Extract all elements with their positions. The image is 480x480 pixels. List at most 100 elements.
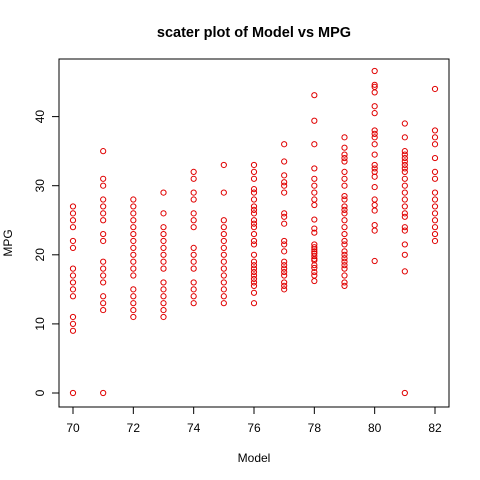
- data-point: [160, 279, 167, 286]
- data-point: [190, 279, 197, 286]
- data-point: [311, 268, 318, 276]
- data-point: [371, 168, 378, 175]
- data-point: [160, 258, 167, 265]
- data-point: [281, 158, 288, 165]
- data-point: [401, 158, 408, 165]
- data-point: [250, 189, 258, 196]
- data-point: [160, 306, 167, 314]
- data-point: [311, 216, 318, 223]
- data-point: [371, 196, 378, 203]
- data-point: [130, 306, 137, 314]
- data-point: [341, 251, 348, 258]
- data-point: [431, 141, 439, 148]
- x-tick-label: 82: [428, 421, 442, 435]
- data-point: [100, 230, 107, 238]
- data-point: [69, 244, 77, 251]
- data-point: [190, 196, 197, 203]
- data-point: [100, 272, 107, 279]
- data-point: [100, 148, 107, 155]
- data-point: [220, 265, 227, 272]
- data-point: [220, 217, 227, 224]
- data-point: [250, 275, 258, 283]
- data-point: [311, 189, 318, 196]
- data-point: [341, 241, 348, 248]
- data-point: [250, 258, 258, 265]
- data-point: [311, 165, 318, 172]
- data-point: [190, 300, 197, 307]
- data-point: [431, 134, 439, 141]
- data-point: [401, 182, 408, 189]
- data-point: [401, 203, 408, 210]
- data-point: [160, 286, 167, 293]
- data-point: [100, 293, 107, 300]
- data-point: [431, 127, 439, 134]
- data-point: [69, 272, 77, 279]
- data-point: [401, 213, 408, 220]
- data-point: [311, 201, 318, 209]
- data-point: [341, 282, 348, 289]
- data-point: [371, 207, 378, 214]
- x-tick-label: 74: [187, 421, 201, 435]
- data-point: [431, 237, 439, 245]
- data-point: [130, 244, 137, 251]
- data-point: [69, 217, 77, 224]
- data-point: [431, 203, 439, 210]
- data-point: [69, 293, 77, 300]
- data-point: [401, 151, 408, 158]
- data-point: [281, 265, 288, 272]
- data-point: [341, 272, 348, 279]
- data-point: [130, 258, 137, 265]
- data-point: [281, 220, 288, 227]
- data-point: [220, 293, 227, 300]
- data-point: [100, 237, 107, 245]
- data-point: [341, 196, 348, 203]
- data-point: [371, 161, 378, 169]
- data-point: [371, 257, 378, 265]
- data-point: [371, 103, 378, 110]
- data-point: [130, 300, 137, 307]
- data-point: [281, 189, 288, 196]
- data-point: [190, 251, 197, 258]
- data-point: [250, 241, 258, 248]
- data-point: [281, 279, 288, 286]
- data-point: [281, 258, 288, 265]
- data-point: [160, 293, 167, 300]
- data-point: [431, 168, 439, 175]
- data-point: [431, 85, 439, 93]
- data-point: [69, 265, 77, 272]
- data-point: [250, 272, 258, 279]
- data-point: [250, 186, 258, 193]
- data-point: [220, 300, 227, 307]
- data-point: [281, 262, 288, 269]
- data-point: [250, 220, 258, 227]
- data-point: [220, 189, 227, 196]
- data-point: [401, 210, 408, 217]
- data-point: [100, 258, 107, 265]
- y-tick-label: 10: [33, 317, 47, 331]
- data-point: [160, 300, 167, 307]
- data-point: [250, 224, 258, 231]
- data-point: [160, 230, 167, 238]
- plot-area-frame: [58, 58, 450, 408]
- data-point: [250, 175, 258, 182]
- data-point: [100, 210, 107, 217]
- data-point: [281, 141, 288, 148]
- data-point: [401, 134, 408, 141]
- y-axis-label: MPG: [1, 229, 15, 256]
- data-point: [341, 154, 348, 162]
- data-point: [431, 189, 439, 196]
- data-point: [100, 389, 107, 397]
- data-point: [250, 206, 258, 213]
- y-tick-label: 40: [33, 110, 47, 124]
- data-point: [401, 224, 408, 231]
- data-point: [341, 279, 348, 286]
- data-point: [250, 203, 258, 210]
- data-point: [401, 161, 408, 169]
- data-point: [100, 203, 107, 210]
- data-point: [160, 224, 167, 231]
- data-point: [281, 172, 288, 179]
- data-point: [371, 67, 378, 75]
- data-point: [401, 189, 408, 196]
- y-axis: 0 10 20 30 40: [33, 110, 60, 396]
- data-point: [371, 221, 378, 229]
